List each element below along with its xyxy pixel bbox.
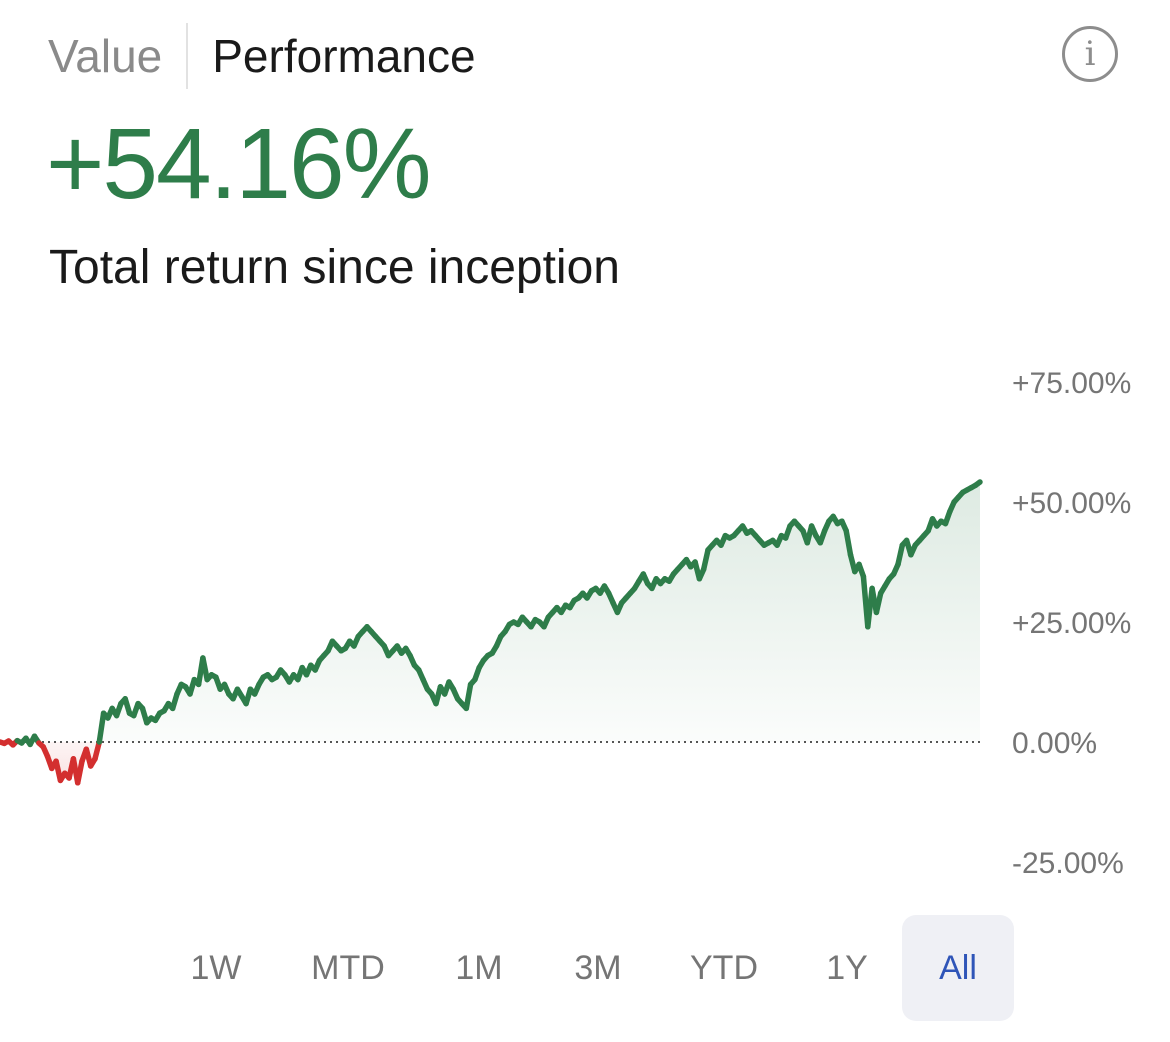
series-line-segment — [895, 542, 906, 568]
info-icon: i — [1084, 34, 1096, 74]
series-line-segment — [873, 590, 884, 616]
range-1w-button[interactable]: 1W — [190, 948, 242, 987]
range-1y-button[interactable]: 1Y — [826, 948, 868, 987]
total-return-caption: Total return since inception — [49, 241, 620, 294]
series-line-segment — [843, 528, 854, 558]
range-all-button[interactable]: All — [902, 915, 1014, 1021]
range-mtd-button[interactable]: MTD — [311, 948, 385, 987]
series-line-segment — [200, 655, 210, 683]
series-line-segment — [96, 710, 107, 745]
y-axis-tick-label: +25.00% — [1012, 607, 1131, 640]
range-3m-button[interactable]: 3M — [574, 948, 622, 987]
series-line-segment — [972, 479, 983, 488]
tab-value[interactable]: Value — [48, 30, 163, 82]
series-line-segment — [463, 681, 474, 712]
info-button[interactable]: i — [1062, 26, 1118, 82]
total-return-value: +54.16% — [46, 108, 432, 220]
view-tabs: Value Performance — [48, 22, 476, 90]
time-range-selector: 1W MTD 1M 3M YTD 1Y All — [0, 915, 1170, 1021]
negative-area-fill — [0, 742, 980, 783]
positive-area-fill — [0, 482, 980, 742]
tab-divider — [186, 23, 189, 89]
series-line-segment — [74, 758, 85, 786]
tab-performance[interactable]: Performance — [212, 30, 476, 82]
range-ytd-button[interactable]: YTD — [690, 948, 758, 987]
performance-chart: +75.00% +50.00% +25.00% 0.00% -25.00% — [0, 367, 1131, 880]
y-axis-tick-label: 0.00% — [1012, 727, 1097, 760]
y-axis-tick-label: -25.00% — [1012, 847, 1124, 880]
range-1m-button[interactable]: 1M — [455, 948, 503, 987]
series-line-segment — [700, 547, 711, 572]
y-axis-tick-label: +75.00% — [1012, 367, 1131, 400]
y-axis-tick-label: +50.00% — [1012, 487, 1131, 520]
series-line-segment — [92, 739, 103, 762]
